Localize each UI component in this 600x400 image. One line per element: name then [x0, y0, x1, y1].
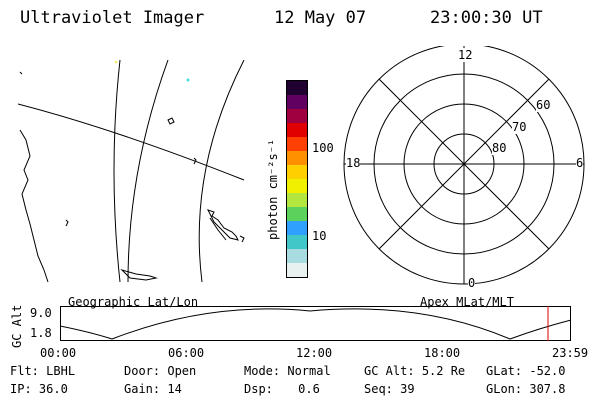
- timeline-axis-label: GC Alt: [10, 304, 24, 348]
- timeline-xtick-1200: 12:00: [296, 346, 333, 360]
- colorbar-unit-label: photon cm⁻²s⁻¹: [266, 138, 280, 240]
- timeline-ytick-low: 1.8: [30, 326, 52, 340]
- mlt-label-6: 6: [576, 156, 584, 170]
- time-label: 23:00:30 UT: [430, 8, 543, 28]
- colorbar-segment: [287, 235, 307, 249]
- param-glat: GLat: -52.0: [486, 364, 566, 378]
- mlat-label-70: 70: [512, 120, 527, 134]
- falklands-east: [207, 209, 239, 241]
- colorbar-segment: [287, 221, 307, 235]
- mlat-label-80: 80: [492, 141, 507, 155]
- island: [167, 117, 175, 125]
- lon-line-2: [127, 60, 169, 282]
- coast-bit: [19, 71, 23, 75]
- param-glon: GLon: 307.8: [486, 382, 566, 396]
- colorbar-tick-100: 100: [312, 141, 334, 155]
- param-seq: Seq: 39: [364, 382, 415, 396]
- colorbar-segment: [287, 137, 307, 151]
- geographic-map: [18, 60, 245, 282]
- coastline-west: [19, 129, 49, 282]
- lon-line-1: [113, 60, 121, 282]
- param-door: Door: Open: [124, 364, 197, 378]
- altitude-curve: [60, 308, 572, 340]
- falklands-detail: [209, 217, 227, 241]
- colorbar-tick-10: 10: [312, 229, 327, 243]
- colorbar-segment: [287, 151, 307, 165]
- param-flt: Flt: LBHL: [10, 364, 76, 378]
- colorbar-segment: [287, 207, 307, 221]
- mlat-label-60: 60: [536, 98, 551, 112]
- colorbar-segment: [287, 193, 307, 207]
- mlt-label-12: 12: [458, 48, 473, 62]
- data-pixel-2: [114, 60, 118, 64]
- timeline-xtick-2359: 23:59: [552, 346, 589, 360]
- coast-bit2: [193, 157, 197, 165]
- timeline-xtick-0000: 00:00: [40, 346, 77, 360]
- colorbar-segment: [287, 165, 307, 179]
- param-mode: Mode: Normal: [244, 364, 331, 378]
- date-label: 12 May 07: [274, 8, 367, 28]
- data-pixel: [186, 78, 190, 82]
- timeline-xtick-1800: 18:00: [424, 346, 461, 360]
- mlt-label-0: 0: [468, 276, 476, 290]
- polar-plot: [343, 46, 585, 285]
- polar-caption: Apex MLat/MLT: [420, 295, 514, 309]
- param-gain: Gain: 14: [124, 382, 182, 396]
- colorbar-segment: [287, 179, 307, 193]
- param-ip: IP: 36.0: [10, 382, 68, 396]
- tierra-del-fuego: [120, 268, 158, 281]
- param-dsp: Dsp: 0.6: [244, 382, 320, 396]
- colorbar: [286, 80, 308, 278]
- coast-bit3: [65, 219, 69, 227]
- colorbar-segment: [287, 109, 307, 123]
- colorbar-segment: [287, 249, 307, 263]
- param-gc-alt: GC Alt: 5.2 Re: [364, 364, 466, 378]
- map-caption: Geographic Lat/Lon: [68, 295, 199, 309]
- mlt-label-18: 18: [346, 156, 361, 170]
- timeline-xtick-0600: 06:00: [168, 346, 205, 360]
- colorbar-segment: [287, 263, 307, 277]
- timeline-ytick-high: 9.0: [30, 306, 52, 320]
- instrument-title: Ultraviolet Imager: [20, 8, 205, 28]
- colorbar-segment: [287, 95, 307, 109]
- polar-diagonal-2: [378, 78, 550, 250]
- lon-line-3: [198, 60, 245, 282]
- colorbar-segment: [287, 81, 307, 95]
- timeline-plot: [60, 306, 572, 341]
- islet: [239, 235, 245, 243]
- lat-line: [18, 103, 245, 181]
- colorbar-segment: [287, 123, 307, 137]
- timeline-frame: [60, 306, 571, 341]
